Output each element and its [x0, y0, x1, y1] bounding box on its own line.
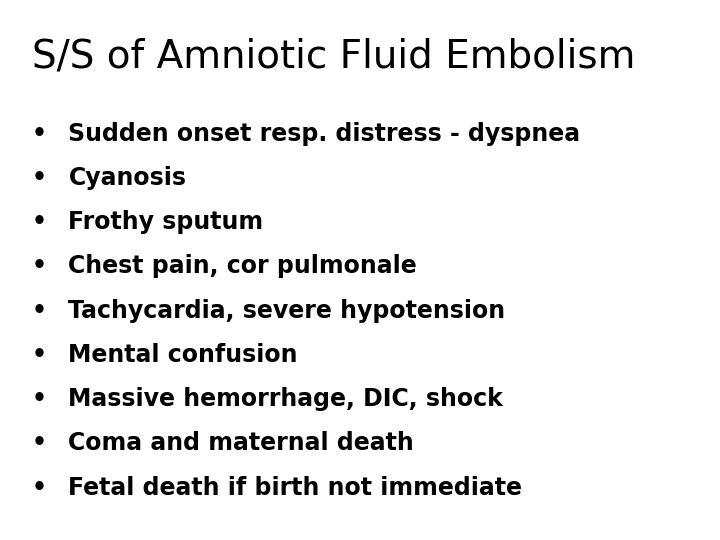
Text: •: •: [32, 210, 47, 234]
Text: Frothy sputum: Frothy sputum: [68, 210, 264, 234]
Text: •: •: [32, 254, 47, 278]
Text: •: •: [32, 166, 47, 190]
Text: Massive hemorrhage, DIC, shock: Massive hemorrhage, DIC, shock: [68, 387, 503, 411]
Text: •: •: [32, 387, 47, 411]
Text: Mental confusion: Mental confusion: [68, 343, 298, 367]
Text: Chest pain, cor pulmonale: Chest pain, cor pulmonale: [68, 254, 417, 278]
Text: •: •: [32, 299, 47, 322]
Text: •: •: [32, 431, 47, 455]
Text: •: •: [32, 476, 47, 500]
Text: Sudden onset resp. distress - dyspnea: Sudden onset resp. distress - dyspnea: [68, 122, 580, 145]
Text: •: •: [32, 343, 47, 367]
Text: S/S of Amniotic Fluid Embolism: S/S of Amniotic Fluid Embolism: [32, 38, 636, 76]
Text: Cyanosis: Cyanosis: [68, 166, 186, 190]
Text: Tachycardia, severe hypotension: Tachycardia, severe hypotension: [68, 299, 505, 322]
Text: Coma and maternal death: Coma and maternal death: [68, 431, 414, 455]
Text: Fetal death if birth not immediate: Fetal death if birth not immediate: [68, 476, 523, 500]
Text: •: •: [32, 122, 47, 145]
